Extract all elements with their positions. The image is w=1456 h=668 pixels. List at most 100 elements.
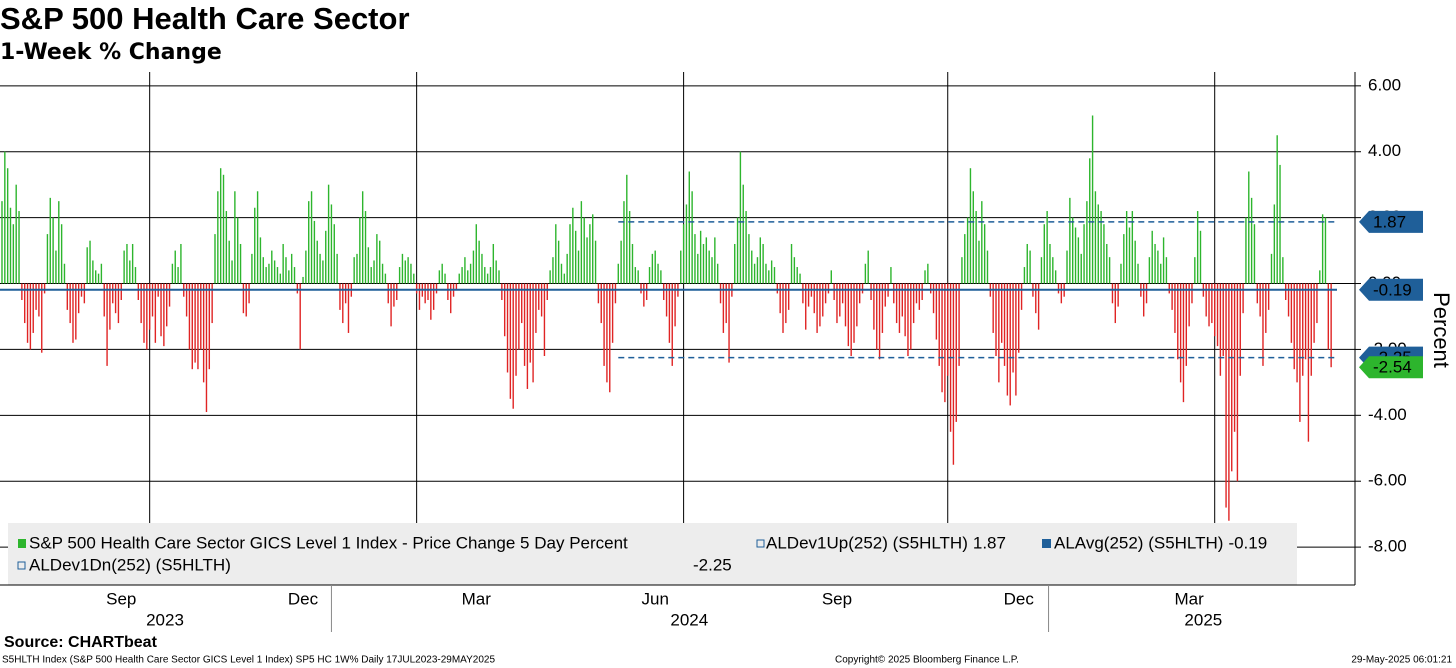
bar	[768, 270, 770, 284]
bar	[924, 270, 926, 284]
bar	[171, 263, 174, 284]
bar	[265, 267, 267, 284]
bar	[1012, 283, 1014, 373]
bar	[129, 260, 131, 284]
bar	[705, 237, 708, 284]
bar	[739, 151, 742, 284]
bar	[316, 240, 318, 284]
bar	[685, 204, 688, 284]
bar	[1100, 211, 1102, 284]
bar	[276, 267, 279, 284]
bar	[1015, 283, 1017, 396]
bar	[1287, 283, 1290, 317]
bar	[1137, 263, 1139, 284]
bar	[140, 283, 142, 324]
bar	[878, 283, 881, 360]
bar	[648, 267, 651, 284]
bar	[185, 283, 188, 317]
legend: S&P 500 Health Care Sector GICS Level 1 …	[17, 533, 1267, 574]
bar	[214, 234, 216, 284]
bar	[228, 240, 230, 284]
bar	[1293, 283, 1295, 370]
bar	[995, 283, 997, 357]
bar	[302, 276, 304, 284]
bar	[1023, 267, 1026, 284]
x-tick-label: Dec	[288, 589, 319, 608]
bar	[1123, 234, 1125, 284]
bar	[657, 263, 659, 284]
bar	[697, 253, 699, 284]
bar	[52, 217, 54, 284]
bar	[983, 224, 986, 284]
chart-title: S&P 500 Health Care Sector	[0, 1, 410, 36]
bar	[1307, 283, 1310, 442]
bar	[1270, 253, 1273, 284]
bar	[313, 220, 316, 284]
timestamp: 29-May-2025 06:01:21	[1351, 655, 1452, 666]
bar	[1142, 283, 1145, 317]
bar	[1310, 283, 1312, 376]
bar	[620, 240, 622, 284]
bar	[163, 283, 165, 347]
bar	[762, 243, 764, 284]
bar	[614, 283, 617, 304]
bar	[46, 234, 49, 284]
bar	[327, 184, 330, 284]
bar	[410, 263, 412, 284]
bar	[836, 283, 838, 324]
bar	[319, 253, 321, 284]
bar	[830, 270, 832, 284]
bars	[1, 115, 1332, 521]
bar	[586, 237, 588, 284]
bar	[1253, 224, 1256, 284]
x-tick-label: Sep	[106, 589, 136, 608]
bar	[373, 260, 375, 284]
bar	[691, 191, 693, 284]
bar	[736, 217, 739, 284]
bar	[1074, 227, 1077, 284]
bar	[512, 283, 514, 409]
bar	[813, 283, 815, 314]
reference-badge: -0.19	[1373, 280, 1412, 299]
bar	[699, 230, 702, 284]
bar	[1267, 283, 1270, 310]
bar	[151, 283, 154, 317]
bar	[876, 283, 878, 350]
bar	[191, 283, 193, 370]
bar	[1057, 283, 1060, 294]
bar	[640, 283, 642, 294]
bar	[895, 283, 898, 324]
bar	[86, 247, 88, 284]
bar	[1248, 171, 1250, 284]
bar	[339, 283, 341, 310]
x-tick-label: Jun	[641, 589, 668, 608]
bar	[432, 283, 435, 310]
bar	[430, 283, 432, 320]
bar	[1316, 283, 1318, 324]
bar	[55, 250, 57, 284]
last-value-badge-shape	[1359, 356, 1423, 379]
y-tick-label: 6.00	[1368, 75, 1401, 94]
bar	[285, 257, 287, 284]
bar	[126, 243, 128, 284]
bar	[1236, 283, 1239, 482]
bar	[21, 283, 23, 300]
bar	[938, 283, 940, 366]
bar	[41, 283, 43, 353]
bar	[361, 191, 364, 284]
bar	[643, 283, 645, 307]
bar	[188, 283, 191, 350]
bar	[1177, 283, 1179, 360]
bar	[853, 283, 855, 343]
bar	[552, 257, 554, 284]
bar	[805, 283, 807, 330]
bar	[912, 283, 915, 324]
bar	[549, 270, 551, 284]
bar	[484, 267, 486, 284]
bar	[447, 283, 449, 300]
bar	[1299, 283, 1301, 422]
bar	[526, 283, 529, 389]
bar	[166, 283, 168, 327]
bar	[248, 283, 250, 304]
bar	[1330, 283, 1332, 368]
